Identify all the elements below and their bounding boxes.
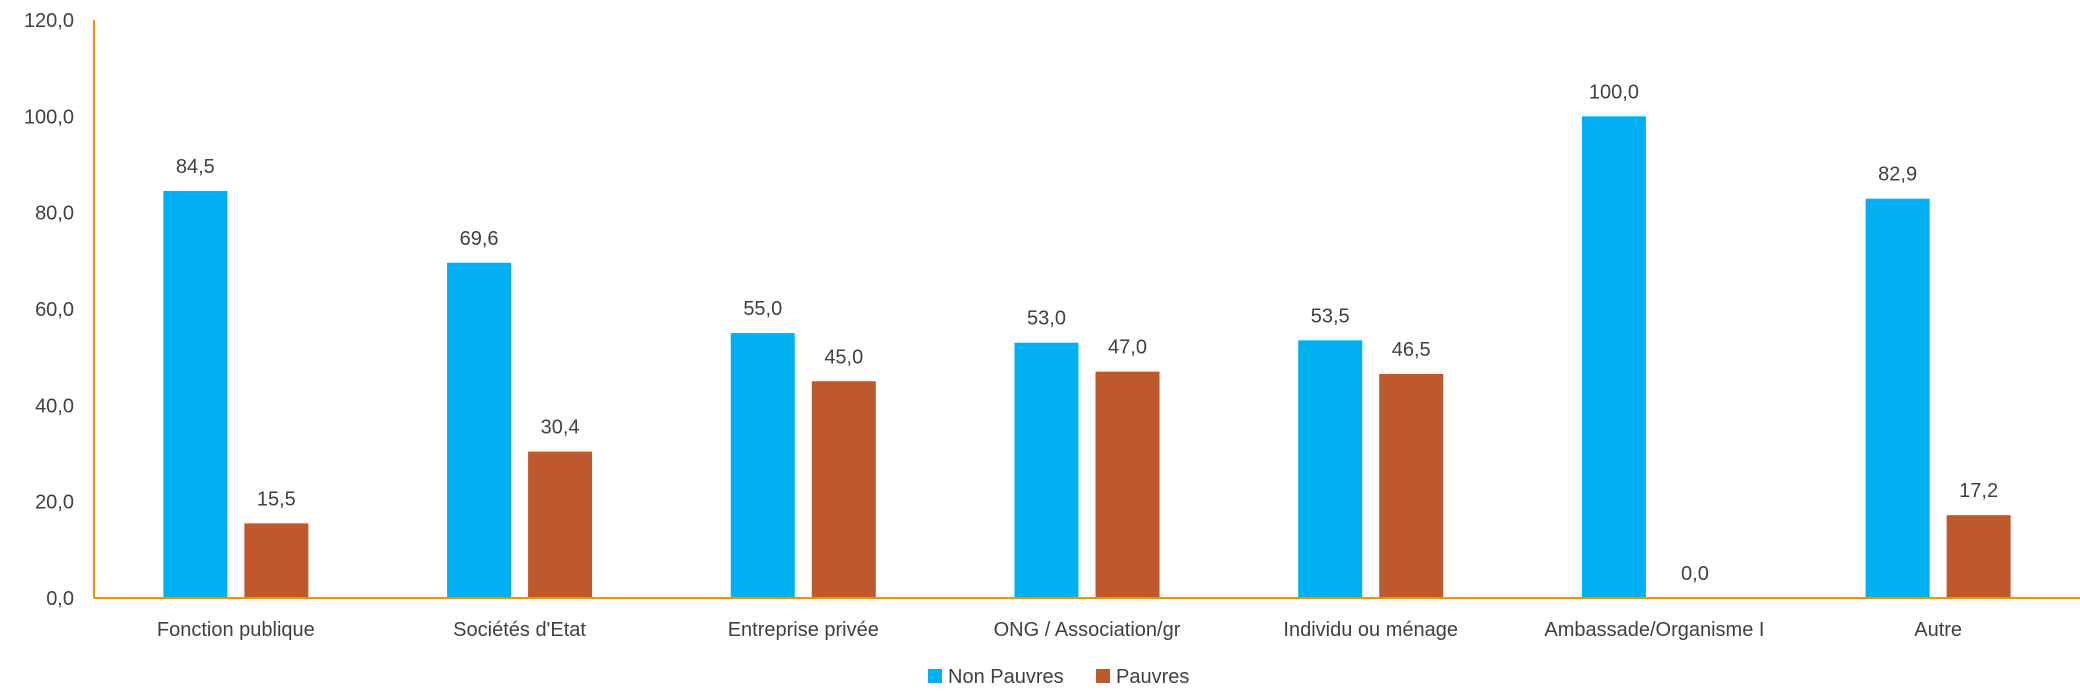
category-label: ONG / Association/gr: [994, 619, 1181, 641]
bar-non-pauvres: [163, 190, 228, 598]
data-label: 100,0: [1589, 81, 1639, 103]
bar-non-pauvres: [1865, 198, 1930, 598]
y-tick-label: 20,0: [35, 492, 74, 514]
y-tick-label: 40,0: [35, 395, 74, 417]
legend-label-non-pauvres: Non Pauvres: [948, 666, 1064, 688]
category-label: Fonction publique: [157, 619, 315, 641]
data-label: 45,0: [824, 346, 863, 368]
bar-pauvres: [811, 381, 876, 598]
y-tick-label: 80,0: [35, 203, 74, 225]
data-label: 55,0: [743, 298, 782, 320]
data-label: 17,2: [1959, 480, 1998, 502]
bar-pauvres: [528, 451, 593, 598]
legend-label-pauvres: Pauvres: [1116, 666, 1189, 688]
legend-swatch-pauvres: [1096, 669, 1110, 683]
data-label: 47,0: [1108, 337, 1147, 359]
bar-pauvres: [1946, 515, 2011, 598]
category-label: Entreprise privée: [728, 619, 879, 641]
data-label: 69,6: [460, 228, 499, 250]
y-tick-label: 100,0: [24, 106, 74, 128]
data-label: 0,0: [1681, 563, 1709, 585]
legend: Non Pauvres Pauvres: [928, 666, 1189, 688]
data-label: 46,5: [1392, 339, 1431, 361]
data-label: 84,5: [176, 156, 215, 178]
bar-non-pauvres: [1298, 340, 1363, 598]
data-label: 30,4: [541, 417, 580, 439]
category-label: Ambassade/Organisme I: [1544, 619, 1764, 641]
bar-non-pauvres: [1014, 342, 1079, 598]
category-label: Sociétés d'Etat: [453, 619, 586, 641]
y-axis-ticks: 0,0 20,0 40,0 60,0 80,0 100,0 120,0: [24, 10, 74, 610]
category-labels-group: Fonction publique Sociétés d'Etat Entrepri…: [157, 619, 1962, 641]
data-label: 15,5: [257, 488, 296, 510]
data-label: 82,9: [1878, 164, 1917, 186]
axes-group: [93, 20, 2080, 599]
data-labels-group: 84,5 15,5 69,6 30,4 55,0 45,0 53,0 47,0 53,5 46,5…: [176, 81, 1998, 585]
bar-non-pauvres: [730, 333, 795, 598]
y-tick-label: 60,0: [35, 299, 74, 321]
bars-group: [163, 116, 2011, 598]
category-label: Individu ou ménage: [1283, 619, 1458, 641]
bar-non-pauvres: [1581, 116, 1646, 598]
data-label: 53,0: [1027, 308, 1066, 330]
y-tick-label: 120,0: [24, 10, 74, 32]
category-label: Autre: [1914, 619, 1962, 641]
bar-non-pauvres: [447, 262, 512, 598]
bar-pauvres: [244, 523, 309, 598]
legend-swatch-non-pauvres: [928, 669, 942, 683]
y-tick-label: 0,0: [46, 588, 74, 610]
bar-pauvres: [1095, 371, 1160, 598]
data-label: 53,5: [1311, 305, 1350, 327]
bar-pauvres: [1379, 374, 1444, 598]
